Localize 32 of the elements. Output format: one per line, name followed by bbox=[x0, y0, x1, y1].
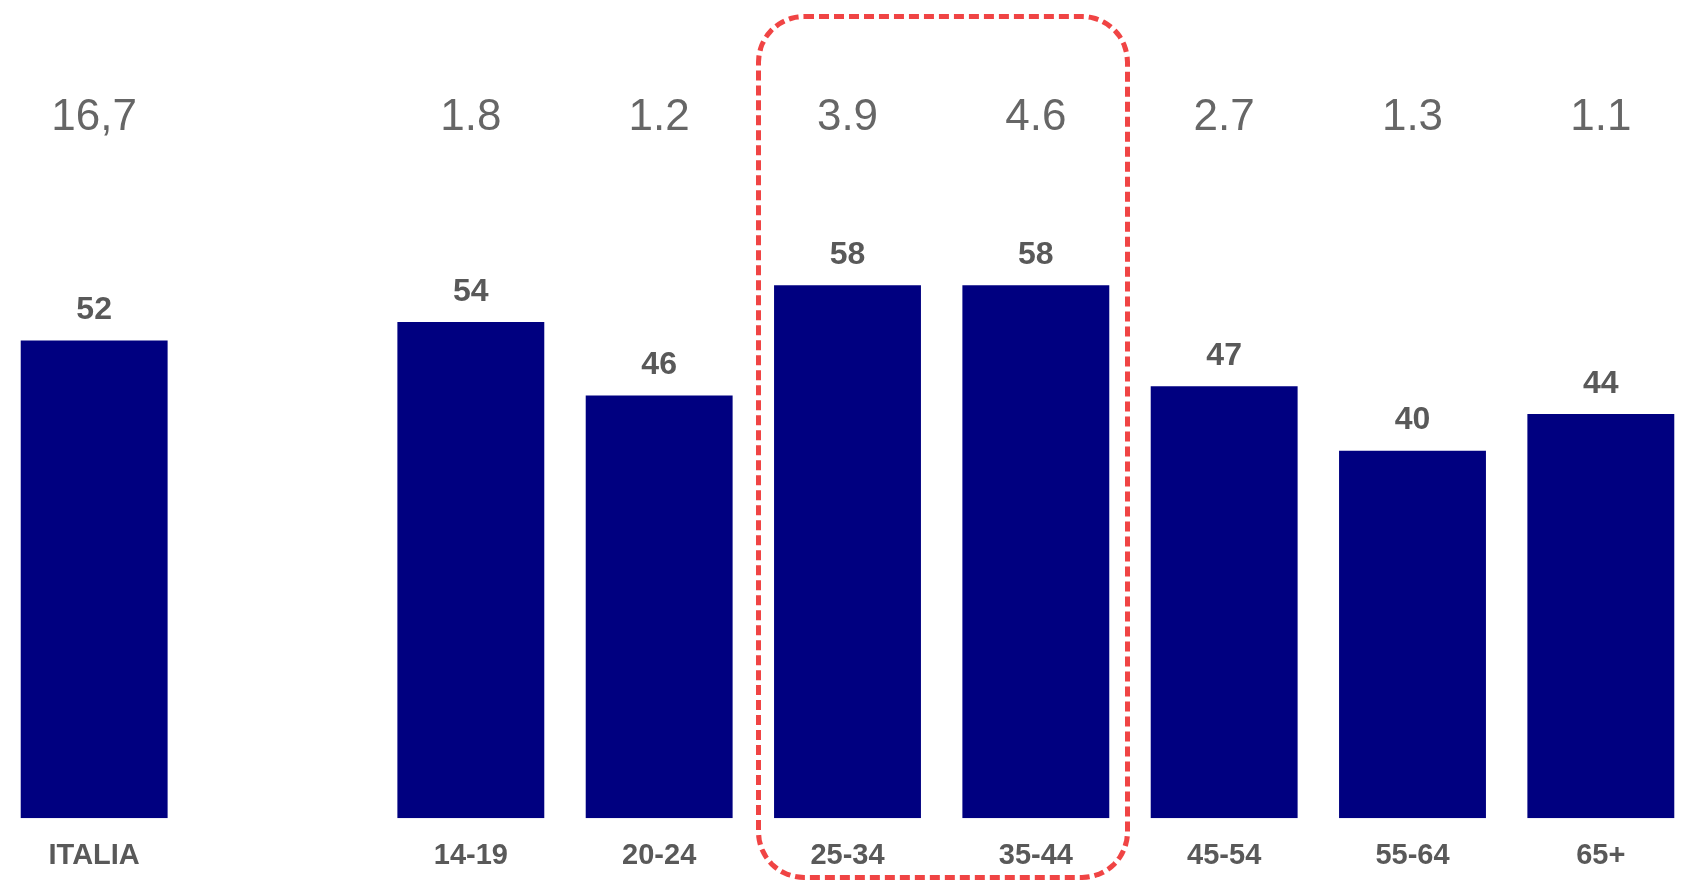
text: 3.9 bbox=[816, 90, 879, 140]
data-label: 58 bbox=[1018, 235, 1054, 272]
bar bbox=[397, 322, 545, 819]
x-tick-label: 25-34 bbox=[810, 837, 885, 870]
bar bbox=[20, 340, 168, 819]
data-label: 47 bbox=[1206, 336, 1242, 373]
x-tick-label: 20-24 bbox=[622, 837, 697, 870]
data-label: 52 bbox=[76, 290, 112, 327]
x-tick-label: 55-64 bbox=[1375, 837, 1450, 870]
data-label: 44 bbox=[1583, 363, 1619, 400]
data-label: 40 bbox=[1394, 400, 1431, 437]
bar bbox=[962, 285, 1110, 819]
text: 4.6 bbox=[1005, 90, 1067, 140]
bar bbox=[774, 285, 921, 819]
text: 1.3 bbox=[1381, 90, 1444, 140]
bar bbox=[1150, 386, 1298, 819]
text: 1.1 bbox=[1570, 90, 1632, 140]
x-tick-label: 45-54 bbox=[1187, 837, 1262, 870]
x-tick-label: 35-44 bbox=[998, 837, 1073, 870]
bar bbox=[585, 395, 733, 819]
text: 1.2 bbox=[628, 90, 690, 140]
text: 16,7 bbox=[51, 90, 137, 140]
text: 1.8 bbox=[440, 90, 502, 140]
data-label: 46 bbox=[641, 345, 677, 382]
bar bbox=[1339, 450, 1486, 819]
x-tick-label: 65+ bbox=[1576, 837, 1626, 870]
text: 2.7 bbox=[1193, 90, 1255, 140]
x-tick-label: 14-19 bbox=[433, 837, 508, 870]
data-label: 54 bbox=[453, 271, 489, 308]
bar bbox=[1527, 413, 1675, 819]
x-tick-label: ITALIA bbox=[48, 837, 140, 870]
data-label: 58 bbox=[829, 235, 866, 272]
